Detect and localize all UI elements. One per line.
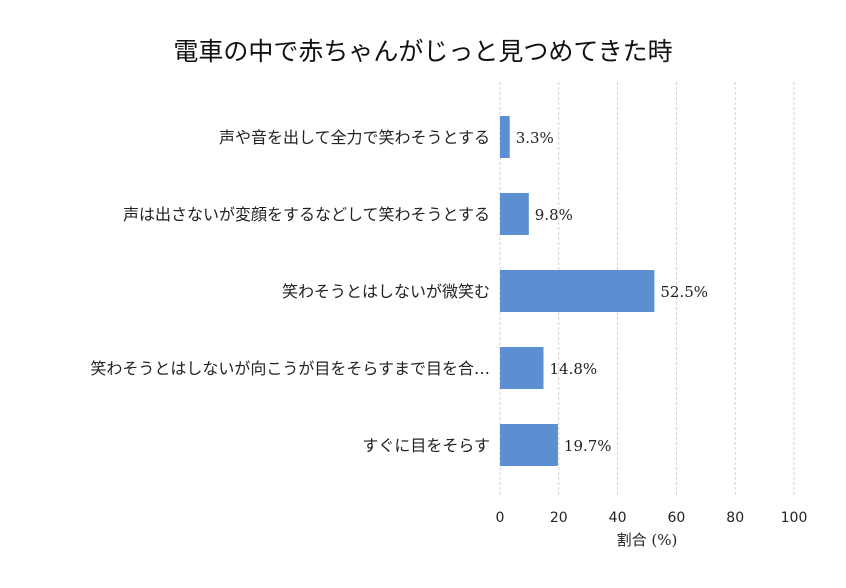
bar xyxy=(500,424,558,466)
x-tick-label: 20 xyxy=(550,510,568,526)
bar xyxy=(500,116,510,158)
x-tick-label: 60 xyxy=(667,510,685,526)
category-label: 笑わそうとはしないが向こうが目をそらすまで目を合… xyxy=(90,359,490,378)
value-label: 19.7% xyxy=(564,437,612,455)
value-label: 3.3% xyxy=(516,129,554,147)
bar xyxy=(500,270,655,312)
bar xyxy=(500,193,529,235)
x-tick-labels: 0 20 40 60 80 100 xyxy=(496,510,808,526)
value-label: 52.5% xyxy=(660,283,708,301)
category-labels: 声や音を出して全力で笑わそうとする声は出さないが変顔をするなどして笑わそうとする… xyxy=(90,128,490,455)
x-axis-label: 割合 (%) xyxy=(617,531,678,549)
category-label: 笑わそうとはしないが微笑む xyxy=(282,282,490,301)
x-tick-label: 100 xyxy=(781,510,808,526)
category-label: 声は出さないが変顔をするなどして笑わそうとする xyxy=(123,205,490,224)
value-label: 9.8% xyxy=(535,206,573,224)
x-tick-label: 0 xyxy=(496,510,505,526)
x-tick-label: 40 xyxy=(609,510,627,526)
x-tick-label: 80 xyxy=(726,510,744,526)
bars xyxy=(500,116,655,466)
value-label: 14.8% xyxy=(550,360,598,378)
bar xyxy=(500,347,544,389)
category-label: 声や音を出して全力で笑わそうとする xyxy=(219,128,490,147)
chart-title: 電車の中で赤ちゃんがじっと見つめてきた時 xyxy=(173,37,673,66)
category-label: すぐに目をそらす xyxy=(362,436,490,455)
value-labels: 3.3% 9.8% 52.5% 14.8% 19.7% xyxy=(516,129,708,455)
